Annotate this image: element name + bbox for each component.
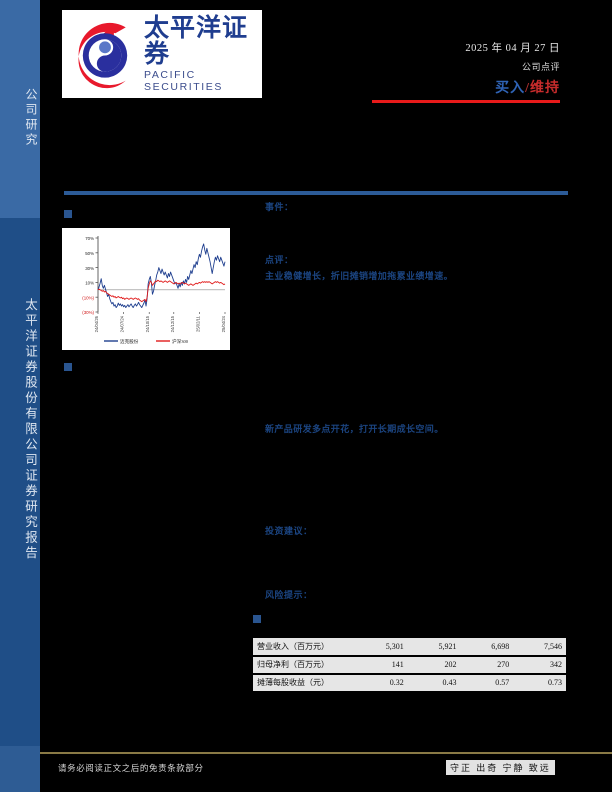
sidebar-rail-middle — [0, 218, 40, 746]
table-row: 摊薄每股收益（元） 0.32 0.43 0.57 0.73 — [253, 673, 566, 693]
section-investment-advice: 投资建议： — [265, 524, 575, 537]
bullet-marker-newproduct — [64, 363, 72, 371]
svg-text:沪深300: 沪深300 — [172, 338, 189, 345]
report-date: 2025 年 04 月 27 日 — [465, 43, 560, 54]
svg-text:24/07/24: 24/07/24 — [120, 315, 125, 332]
svg-text:25/02/11: 25/02/11 — [195, 315, 200, 332]
sidebar-rail-top — [0, 0, 40, 218]
section-comment-text: 主业稳健增长，折旧摊销增加拖累业绩增速。 — [265, 271, 454, 281]
rating-status: 维持 — [530, 81, 560, 96]
brand-name-en: PACIFIC SECURITIES — [144, 69, 224, 94]
table-row: 归母净利（百万元） 141 202 270 342 — [253, 655, 566, 675]
sidebar-rail-bottom — [0, 746, 40, 792]
svg-text:10%: 10% — [85, 281, 94, 286]
table-row-label: 摊薄每股收益（元） — [253, 673, 355, 693]
header-meta: 2025 年 04 月 27 日 公司点评 买入/维持 — [330, 40, 560, 103]
svg-text:24/10/15: 24/10/15 — [145, 315, 150, 332]
svg-text:25/04/24: 25/04/24 — [221, 315, 226, 332]
bullet-marker-event — [64, 210, 72, 218]
table-row-label: 营业收入（百万元） — [253, 637, 355, 657]
bullet-marker-table — [253, 615, 261, 623]
table-cell-value: 5,921 — [407, 637, 461, 657]
report-type: 公司点评 — [521, 62, 560, 72]
table-row: 营业收入（百万元） 5,301 5,921 6,698 7,546 — [253, 637, 566, 657]
svg-text:50%: 50% — [85, 251, 94, 256]
svg-text:30%: 30% — [85, 266, 94, 271]
brand-logo: 太平洋证券 PACIFIC SECURITIES — [62, 10, 262, 98]
svg-text:(30%): (30%) — [82, 310, 94, 315]
table-cell-value: 202 — [407, 655, 461, 675]
svg-text:(10%): (10%) — [82, 295, 94, 300]
footer-rule — [40, 752, 612, 754]
table-cell-value: 141 — [355, 655, 408, 675]
rating-separator: / — [525, 81, 530, 96]
section-risk-label: 风险提示： — [265, 590, 313, 600]
footer-disclaimer: 请务必阅读正文之后的免责条款部分 — [58, 763, 204, 773]
section-event: 事件： — [265, 200, 575, 213]
section-new-product: 新产品研发多点开花，打开长期成长空间。 — [265, 419, 575, 437]
table-cell-value: 270 — [460, 655, 514, 675]
pacific-securities-logo-icon — [68, 17, 142, 91]
svg-text:迈克股份: 迈克股份 — [120, 338, 139, 345]
header-divider — [64, 191, 568, 195]
section-advice-label: 投资建议： — [265, 526, 313, 536]
table-cell-value: 5,301 — [355, 637, 408, 657]
rating-underline — [372, 100, 560, 103]
sidebar-label-company-research: 公司研究 — [24, 88, 38, 148]
section-new-product-text: 新产品研发多点开花，打开长期成长空间。 — [265, 424, 444, 434]
rating-badge: 买入/维持 — [330, 77, 560, 97]
table-cell-value: 342 — [513, 655, 566, 675]
table-cell-value: 0.32 — [355, 673, 408, 693]
section-risk-warning: 风险提示： — [265, 588, 575, 601]
table-cell-value: 0.73 — [513, 673, 566, 693]
table-cell-value: 0.43 — [407, 673, 461, 693]
financial-forecast-table: 营业收入（百万元） 5,301 5,921 6,698 7,546 归母净利（百万元） 14… — [253, 637, 566, 693]
sidebar-label-firm-research-report: 太平洋证券股份有限公司证券研究报告 — [23, 298, 37, 562]
relative-performance-chart: 70% 50% 30% 10% (10%) (30%) 24/04/26 24/07/24 24… — [62, 228, 230, 350]
rating-action: 买入 — [495, 81, 526, 96]
table-cell-value: 0.57 — [460, 673, 514, 693]
section-comment-label: 点评： — [265, 255, 294, 265]
svg-text:24/12/15: 24/12/15 — [170, 315, 175, 332]
table-cell-value: 6,698 — [460, 637, 514, 657]
footer-motto: 守正 出奇 宁静 致远 — [446, 760, 555, 775]
brand-wordmark: 太平洋证券 PACIFIC SECURITIES — [144, 12, 262, 94]
section-comment: 点评： 主业稳健增长，折旧摊销增加拖累业绩增速。 — [265, 253, 575, 284]
table-row-label: 归母净利（百万元） — [253, 655, 355, 675]
sidebar-rail — [0, 0, 40, 792]
brand-name-cn: 太平洋证券 — [144, 12, 249, 68]
svg-text:24/04/26: 24/04/26 — [94, 315, 99, 332]
table-cell-value: 7,546 — [513, 637, 566, 657]
section-event-label: 事件： — [265, 202, 294, 212]
svg-text:70%: 70% — [85, 236, 94, 241]
